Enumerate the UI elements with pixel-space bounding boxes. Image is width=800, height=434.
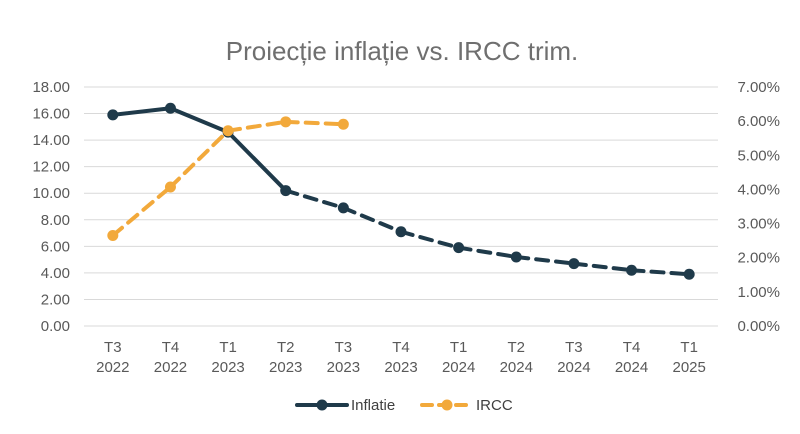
x-tick-quarter: T4 bbox=[162, 339, 180, 356]
data-point bbox=[337, 202, 349, 214]
legend-item-ircc: IRCC bbox=[420, 397, 513, 414]
x-tick-label: T3 2024 bbox=[557, 339, 590, 376]
left-axis-ticks: 0.00 2.00 4.00 6.00 8.00 10.00 12.00 14.00 16.00… bbox=[32, 79, 70, 335]
data-point bbox=[510, 251, 522, 263]
data-point bbox=[453, 242, 465, 254]
series-segment bbox=[571, 261, 634, 273]
left-tick-label: 18.00 bbox=[32, 79, 70, 96]
x-axis-ticks: T3 2022 T4 2022 T1 2023 T2 2023 T3 2023 T4 2023 T1 20… bbox=[96, 339, 706, 376]
x-tick-label: T2 2024 bbox=[500, 339, 533, 376]
x-tick-quarter: T4 bbox=[623, 339, 641, 356]
legend-label: Inflatie bbox=[351, 397, 395, 414]
x-tick-quarter: T3 bbox=[335, 339, 353, 356]
right-tick-label: 2.00% bbox=[737, 250, 780, 267]
legend-item-inflatie: Inflatie bbox=[295, 397, 395, 414]
data-point bbox=[107, 109, 119, 121]
legend: Inflatie IRCC bbox=[295, 397, 513, 414]
x-tick-year: 2025 bbox=[672, 359, 705, 376]
series-ircc bbox=[107, 116, 349, 242]
left-tick-label: 2.00 bbox=[41, 291, 70, 308]
x-tick-year: 2024 bbox=[557, 359, 590, 376]
x-tick-label: T2 2023 bbox=[269, 339, 302, 376]
x-tick-label: T1 2024 bbox=[442, 339, 475, 376]
x-tick-quarter: T3 bbox=[104, 339, 122, 356]
data-point bbox=[280, 185, 292, 197]
x-tick-label: T4 2022 bbox=[154, 339, 187, 376]
left-tick-label: 10.00 bbox=[32, 185, 70, 202]
x-tick-year: 2023 bbox=[384, 359, 417, 376]
series-segment bbox=[283, 188, 346, 210]
x-tick-label: T4 2024 bbox=[615, 339, 648, 376]
right-tick-label: 0.00% bbox=[737, 318, 780, 335]
x-tick-quarter: T3 bbox=[565, 339, 583, 356]
x-tick-year: 2024 bbox=[615, 359, 648, 376]
x-tick-label: T4 2023 bbox=[384, 339, 417, 376]
series-segment bbox=[226, 130, 288, 193]
data-point bbox=[626, 264, 638, 276]
right-tick-label: 6.00% bbox=[737, 113, 780, 130]
series-segment bbox=[341, 205, 403, 234]
right-axis-ticks: 0.00% 1.00% 2.00% 3.00% 4.00% 5.00% 6.00% 7.00% bbox=[737, 79, 780, 335]
legend-swatch-marker bbox=[441, 399, 453, 411]
right-tick-label: 1.00% bbox=[737, 284, 780, 301]
grid bbox=[84, 86, 718, 327]
right-tick-label: 5.00% bbox=[737, 147, 780, 164]
data-point bbox=[568, 258, 580, 270]
series-segment bbox=[283, 119, 346, 127]
series-segment bbox=[399, 229, 461, 250]
x-tick-year: 2022 bbox=[96, 359, 129, 376]
left-tick-label: 16.00 bbox=[32, 106, 70, 123]
data-point bbox=[164, 102, 176, 114]
x-tick-quarter: T2 bbox=[508, 339, 526, 356]
series-segment bbox=[514, 254, 576, 266]
data-point bbox=[280, 116, 292, 128]
series-segment bbox=[168, 128, 231, 190]
x-tick-label: T3 2022 bbox=[96, 339, 129, 376]
series-segment bbox=[629, 268, 692, 277]
left-tick-label: 6.00 bbox=[41, 238, 70, 255]
chart-title: Proiecție inflație vs. IRCC trim. bbox=[226, 36, 579, 66]
series-segment bbox=[226, 119, 288, 133]
series-inflatie bbox=[107, 102, 695, 280]
x-tick-label: T1 2023 bbox=[211, 339, 244, 376]
x-tick-label: T3 2023 bbox=[327, 339, 360, 376]
series-segment bbox=[168, 106, 231, 135]
x-tick-year: 2023 bbox=[327, 359, 360, 376]
x-tick-quarter: T4 bbox=[392, 339, 410, 356]
series-segment bbox=[110, 106, 173, 117]
right-tick-label: 4.00% bbox=[737, 181, 780, 198]
data-point bbox=[683, 268, 695, 280]
series-segment bbox=[456, 245, 519, 259]
x-tick-quarter: T1 bbox=[450, 339, 468, 356]
right-tick-label: 7.00% bbox=[737, 79, 780, 96]
x-tick-year: 2024 bbox=[442, 359, 475, 376]
x-tick-quarter: T2 bbox=[277, 339, 295, 356]
x-tick-year: 2023 bbox=[269, 359, 302, 376]
data-point bbox=[337, 118, 349, 130]
data-point bbox=[222, 125, 234, 137]
x-tick-year: 2023 bbox=[211, 359, 244, 376]
series-layer bbox=[107, 102, 695, 280]
x-tick-quarter: T1 bbox=[680, 339, 698, 356]
legend-swatch-marker bbox=[316, 399, 328, 411]
left-tick-label: 4.00 bbox=[41, 265, 70, 282]
legend-label: IRCC bbox=[476, 397, 513, 414]
x-tick-quarter: T1 bbox=[219, 339, 237, 356]
x-tick-year: 2022 bbox=[154, 359, 187, 376]
data-point bbox=[164, 181, 176, 193]
left-tick-label: 0.00 bbox=[41, 318, 70, 335]
x-tick-year: 2024 bbox=[500, 359, 533, 376]
x-tick-label: T1 2025 bbox=[672, 339, 705, 376]
data-point bbox=[107, 230, 119, 242]
right-tick-label: 3.00% bbox=[737, 216, 780, 233]
left-tick-label: 12.00 bbox=[32, 159, 70, 176]
series-segment bbox=[110, 185, 173, 238]
left-tick-label: 14.00 bbox=[32, 132, 70, 149]
data-point bbox=[395, 226, 407, 238]
left-tick-label: 8.00 bbox=[41, 212, 70, 229]
